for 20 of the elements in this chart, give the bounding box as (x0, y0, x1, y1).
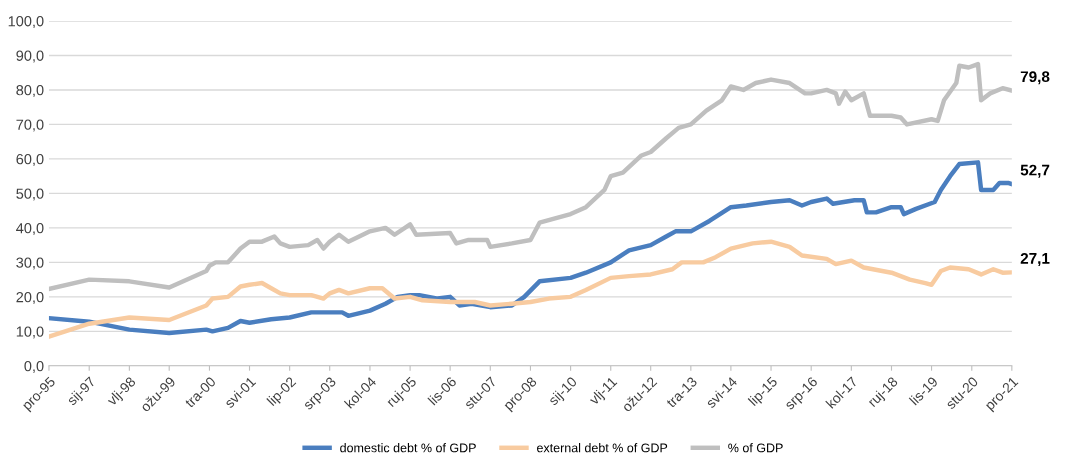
legend-label: % of GDP (728, 443, 783, 453)
legend-label: domestic debt % of GDP (340, 443, 476, 453)
annotation: 79,8 (1020, 71, 1050, 85)
y-tick-label: 100,0 (8, 16, 44, 29)
legend-label: external debt % of GDP (537, 443, 668, 453)
y-tick-label: 90,0 (16, 50, 44, 63)
y-tick-label: 0,0 (24, 360, 44, 373)
y-tick-label: 30,0 (16, 257, 44, 270)
y-tick-label: 80,0 (16, 85, 44, 98)
annotation: 52,7 (1020, 164, 1050, 178)
line-series (48, 239, 1012, 339)
y-tick-label: 70,0 (16, 119, 44, 132)
line-series (48, 160, 1012, 336)
y-tick-label: 10,0 (16, 326, 44, 339)
annotation: 27,1 (1020, 252, 1050, 266)
y-tick-label: 50,0 (16, 188, 44, 201)
y-tick-label: 20,0 (16, 291, 44, 304)
y-tick-label: 60,0 (16, 154, 44, 167)
y-tick-label: 40,0 (16, 222, 44, 236)
line-series (48, 61, 1012, 292)
